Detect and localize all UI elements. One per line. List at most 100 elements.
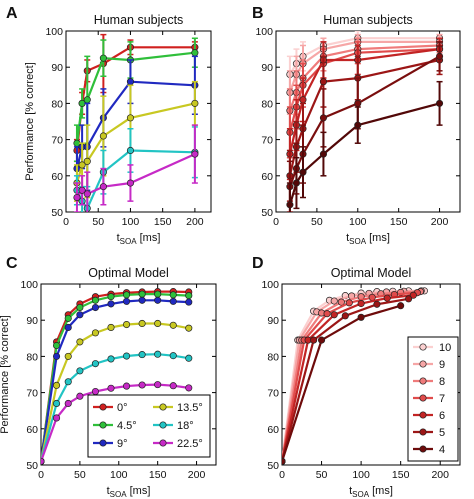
plot-area (282, 287, 428, 465)
legend-label: 9 (439, 359, 445, 371)
data-point (357, 313, 365, 321)
data-point (126, 179, 134, 187)
plot-frame (275, 30, 461, 213)
data-point (126, 114, 134, 122)
data-point (169, 297, 177, 305)
series-line (288, 58, 440, 177)
x-tick-label: 100 (349, 216, 367, 228)
data-point (185, 354, 193, 362)
data-point (282, 457, 286, 465)
data-point (53, 399, 61, 408)
series-6 (282, 302, 405, 465)
series-1 (73, 37, 199, 163)
x-tick-label: 50 (74, 469, 86, 481)
x-tick-label: 200 (431, 469, 449, 481)
data-point (138, 381, 146, 389)
series-3 (73, 80, 199, 202)
legend-marker (99, 403, 107, 411)
series-line (288, 44, 440, 111)
data-point (169, 321, 177, 329)
legend-label: 7 (439, 393, 445, 405)
x-tick-label: 50 (311, 216, 323, 228)
data-point (64, 378, 72, 386)
legend-marker (159, 403, 167, 411)
y-tick-label: 100 (261, 279, 279, 291)
data-point (76, 392, 84, 400)
x-axis-label-base: t (349, 485, 352, 497)
data-point (78, 161, 86, 169)
series-2 (73, 55, 199, 192)
data-point (107, 300, 115, 308)
data-point (41, 457, 45, 465)
panel-label: C (6, 255, 18, 272)
series-1 (41, 290, 193, 465)
y-tick-label: 70 (51, 135, 63, 147)
x-tick-label: 0 (273, 216, 279, 228)
legend-label: 8 (439, 376, 445, 388)
y-tick-label: 100 (255, 26, 273, 38)
x-axis-label: tSOA [ms] (349, 485, 393, 499)
legend-marker (159, 421, 167, 429)
x-axis-label-sub: SOA (110, 490, 128, 499)
plot-area (286, 31, 444, 212)
x-axis-label: tSOA [ms] (346, 232, 390, 246)
chart-title: Human subjects (323, 13, 413, 27)
y-axis-label: Performance [% correct] (24, 62, 36, 181)
data-point (357, 299, 365, 308)
y-tick-label: 70 (26, 388, 38, 400)
y-tick-label: 70 (261, 135, 273, 147)
y-tick-label: 50 (51, 207, 63, 219)
series-line (75, 80, 195, 169)
legend-label: 22.5° (177, 438, 203, 450)
data-point (53, 414, 61, 422)
series-4 (73, 126, 199, 212)
series-line (75, 102, 196, 184)
x-tick-label: 100 (110, 469, 128, 481)
x-tick-label: 150 (392, 469, 410, 481)
y-tick-label: 100 (45, 26, 63, 38)
y-tick-label: 60 (51, 171, 63, 183)
x-tick-label: 200 (186, 216, 204, 228)
series-line (282, 294, 414, 462)
data-point (76, 303, 84, 312)
x-axis-label-unit: [ms] (366, 232, 390, 244)
data-point (185, 292, 193, 300)
data-point (383, 294, 391, 302)
x-tick-label: 100 (352, 469, 370, 481)
y-tick-label: 70 (267, 388, 279, 400)
data-point (409, 291, 417, 299)
data-point (53, 381, 61, 389)
data-point (373, 300, 381, 308)
x-axis-label: tSOA [ms] (117, 232, 161, 246)
data-point (299, 96, 307, 104)
series-5 (73, 124, 199, 212)
legend-label: 4 (439, 444, 445, 456)
data-point (169, 382, 177, 390)
y-tick-label: 80 (261, 98, 273, 110)
legend-label: 4.5° (117, 420, 137, 432)
legend-label: 9° (117, 438, 128, 450)
series-4 (41, 350, 193, 465)
y-tick-label: 90 (267, 315, 279, 327)
x-axis-label-unit: [ms] (137, 232, 161, 244)
data-point (330, 311, 338, 319)
data-point (310, 336, 318, 344)
data-point (319, 78, 327, 86)
x-axis-label-sub: SOA (120, 237, 138, 246)
data-point (76, 338, 84, 346)
data-point (299, 168, 307, 176)
y-tick-label: 100 (20, 279, 38, 291)
legend-label: 10 (439, 342, 451, 354)
y-tick-label: 80 (26, 351, 38, 363)
plot-frame (40, 283, 217, 466)
y-tick-label: 50 (261, 207, 273, 219)
data-point (154, 296, 162, 304)
data-point (76, 367, 84, 375)
series-line (288, 102, 440, 206)
data-point (53, 352, 61, 360)
data-point (337, 298, 345, 306)
legend-label: 5 (439, 427, 445, 439)
